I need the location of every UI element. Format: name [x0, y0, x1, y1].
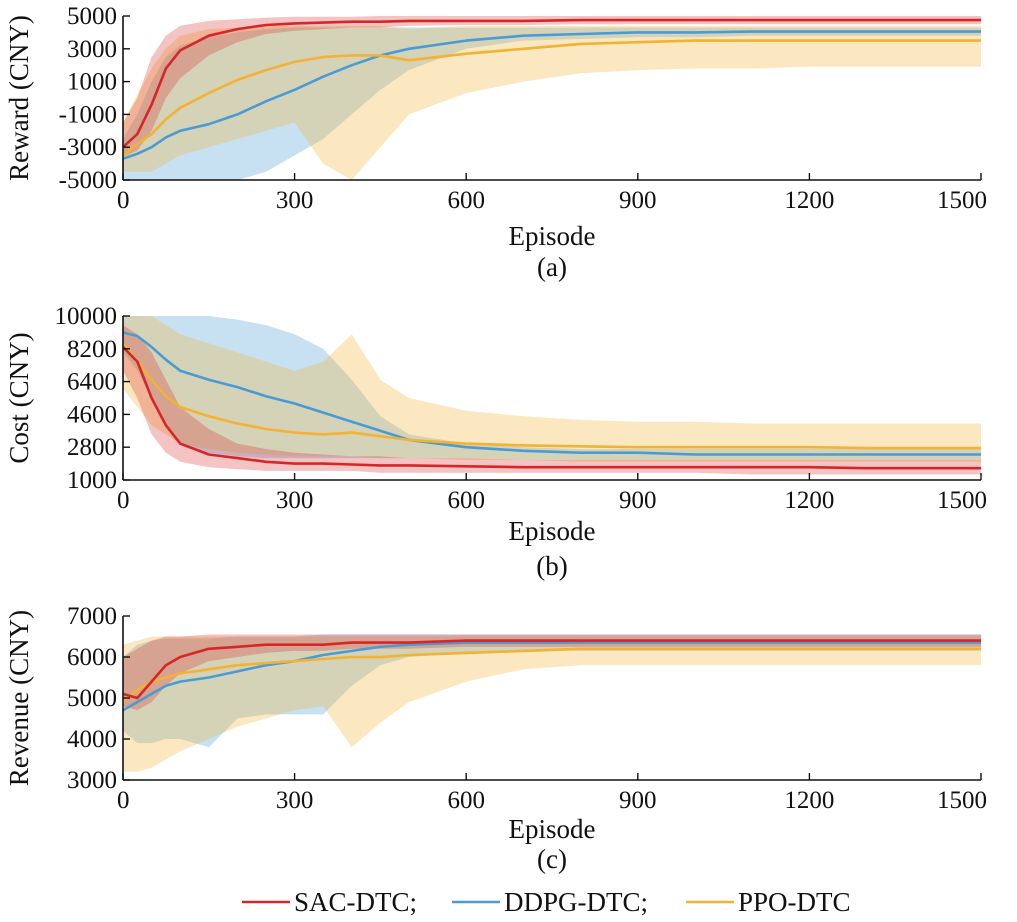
- panel-a-axes: -5000 -3000 -1000 1000 3000 5000 0 300 600 900 120…: [59, 3, 987, 214]
- panel-a-plot: [123, 16, 981, 180]
- panel-a-x-axis-title: Episode: [509, 221, 596, 251]
- panel-b-x-tick-label: 1200: [784, 487, 834, 514]
- panel-c-x-tick-label: 0: [117, 787, 130, 814]
- panel-b-y-tick-label: 8200: [67, 336, 117, 363]
- panel-a-x-tick-label: 900: [619, 187, 657, 214]
- panel-c-y-tick-label: 6000: [67, 644, 117, 671]
- panel-b-y-tick-label: 6400: [67, 369, 117, 396]
- panel-b-band-ddpg: [123, 316, 981, 460]
- panel-c-caption: (c): [537, 844, 567, 874]
- panel-a-band-ddpg: [123, 27, 981, 180]
- panel-b-plot: [123, 316, 981, 475]
- panel-a-x-tick-label: 300: [276, 187, 314, 214]
- panel-b-line-ppo: [123, 342, 981, 450]
- panel-b-x-tick-label: 300: [276, 487, 314, 514]
- panel-a-band-sac: [123, 16, 981, 157]
- panel-a: -5000 -3000 -1000 1000 3000 5000 0 300 600 900 120…: [4, 3, 987, 282]
- legend-label-sac: SAC-DTC;: [294, 887, 417, 917]
- panel-c-band-ddpg: [123, 634, 981, 748]
- panel-a-y-tick-label: 5000: [67, 3, 117, 30]
- panel-b-x-tick-label: 0: [117, 487, 130, 514]
- panel-c-y-tick-label: 5000: [67, 685, 117, 712]
- panel-c-y-tick-label: 4000: [67, 726, 117, 753]
- panel-a-y-axis-title: Reward (CNY): [4, 15, 34, 181]
- panel-a-line-sac: [123, 18, 981, 149]
- panel-b-band-ppo: [123, 316, 981, 462]
- panel-a-line-ppo: [123, 39, 981, 157]
- panel-c-x-tick-label: 900: [619, 787, 657, 814]
- panel-b-y-tick-label: 10000: [55, 303, 118, 330]
- panel-c-line-sac: [123, 639, 981, 700]
- panel-b-x-tick-label: 900: [619, 487, 657, 514]
- legend-label-ddpg: DDPG-DTC;: [504, 887, 648, 917]
- panel-b-line-ddpg: [123, 331, 981, 456]
- panel-a-x-tick-label: 1500: [937, 187, 987, 214]
- panel-c-line-ddpg: [123, 641, 981, 712]
- panel-a-band-ppo: [123, 25, 981, 180]
- panel-c-x-tick-label: 1200: [784, 787, 834, 814]
- panel-c-band-ppo: [123, 636, 981, 772]
- panel-a-x-tick-label: 1200: [784, 187, 834, 214]
- panel-a-y-tick-label: 1000: [67, 69, 117, 96]
- panel-c-y-tick-label: 7000: [67, 603, 117, 630]
- panel-a-x-tick-label: 600: [447, 187, 485, 214]
- panel-a-y-tick-label: -1000: [59, 101, 117, 128]
- panel-b-axes: 1000 2800 4600 6400 8200 10000 0 300 600 900 1200 1…: [55, 303, 988, 514]
- panel-c-y-axis-title: Revenue (CNY): [4, 610, 34, 786]
- panel-b-y-tick-label: 2800: [67, 434, 117, 461]
- panel-a-x-tick-label: 0: [117, 187, 130, 214]
- panel-b: 1000 2800 4600 6400 8200 10000 0 300 600 900 1200 1…: [4, 303, 987, 581]
- panel-b-caption: (b): [536, 551, 567, 581]
- panel-b-x-axis-title: Episode: [509, 516, 596, 546]
- panel-b-x-tick-label: 600: [447, 487, 485, 514]
- panel-b-x-tick-label: 1500: [937, 487, 987, 514]
- legend-label-ppo: PPO-DTC: [738, 887, 851, 917]
- panel-c-y-tick-label: 3000: [67, 767, 117, 794]
- panel-b-y-axis-title: Cost (CNY): [4, 332, 34, 463]
- panel-c: 3000 4000 5000 6000 7000 0 300 600 900 1200 1500 R…: [4, 603, 987, 874]
- panel-c-plot: [123, 634, 981, 772]
- panel-a-caption: (a): [537, 252, 567, 282]
- panel-b-line-sac: [123, 346, 981, 470]
- panel-c-x-tick-label: 300: [276, 787, 314, 814]
- panel-c-x-axis-title: Episode: [509, 814, 596, 844]
- panel-a-y-tick-label: -3000: [59, 134, 117, 161]
- panel-a-y-tick-label: 3000: [67, 36, 117, 63]
- legend: SAC-DTC; DDPG-DTC; PPO-DTC: [242, 887, 851, 917]
- panel-b-y-tick-label: 4600: [67, 401, 117, 428]
- panel-b-y-tick-label: 1000: [67, 467, 117, 494]
- panel-b-band-sac: [123, 325, 981, 475]
- panel-c-x-tick-label: 1500: [937, 787, 987, 814]
- panel-a-y-tick-label: -5000: [59, 167, 117, 194]
- panel-c-axes: 3000 4000 5000 6000 7000 0 300 600 900 1200 1500: [67, 603, 987, 814]
- panel-c-line-ppo: [123, 647, 981, 704]
- panel-c-x-tick-label: 600: [447, 787, 485, 814]
